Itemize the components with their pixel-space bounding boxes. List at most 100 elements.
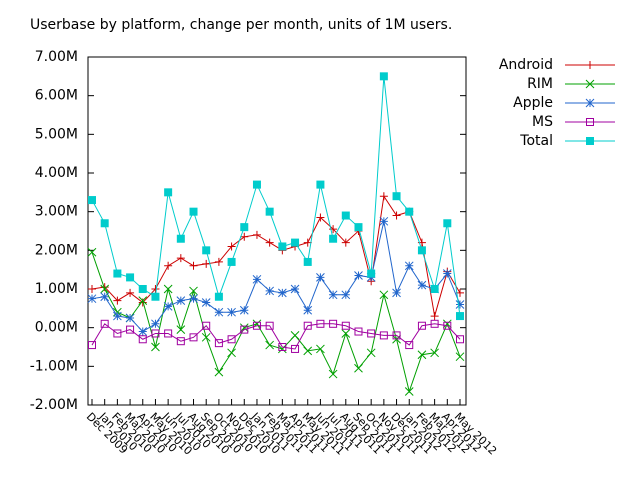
marker: [354, 363, 363, 373]
marker: [176, 296, 186, 305]
series-line: [91, 323, 461, 350]
marker: [252, 180, 261, 189]
marker: [366, 348, 376, 358]
marker: [100, 319, 109, 328]
marker: [379, 216, 389, 226]
marker: [265, 340, 275, 350]
marker: [214, 339, 223, 348]
marker: [189, 333, 198, 342]
marker: [252, 321, 261, 330]
marker: [430, 285, 439, 293]
marker: [430, 312, 439, 321]
marker: [585, 98, 595, 108]
marker: [164, 329, 173, 338]
series-line: [91, 194, 461, 317]
marker: [367, 329, 376, 338]
marker: [290, 284, 300, 294]
marker: [125, 313, 135, 323]
marker: [316, 213, 325, 222]
marker: [252, 274, 262, 284]
y-tick-label: 4.00M: [35, 165, 78, 181]
y-tick-label: -1.00M: [30, 358, 78, 374]
marker: [341, 211, 350, 220]
marker: [291, 344, 300, 353]
marker: [202, 321, 211, 330]
marker: [455, 352, 465, 362]
marker: [404, 387, 414, 396]
marker: [201, 332, 211, 342]
marker: [265, 321, 274, 330]
marker: [354, 271, 363, 280]
marker: [151, 285, 160, 293]
marker: [113, 296, 122, 305]
marker: [189, 261, 198, 270]
marker: [586, 137, 594, 145]
marker: [265, 238, 274, 247]
marker: [328, 290, 338, 300]
marker: [87, 294, 97, 304]
series-line: [91, 221, 461, 333]
marker: [265, 207, 274, 216]
marker: [113, 269, 122, 278]
marker: [456, 288, 464, 297]
marker: [227, 257, 236, 266]
marker: [240, 232, 249, 241]
marker: [138, 296, 148, 305]
marker: [367, 269, 376, 278]
marker: [113, 329, 122, 338]
marker: [202, 259, 211, 268]
marker: [100, 219, 109, 228]
legend-label: RIM: [527, 76, 553, 92]
plot-frame: [87, 56, 467, 406]
y-tick-label: 6.00M: [35, 88, 78, 104]
marker: [214, 257, 223, 266]
marker: [316, 180, 325, 189]
marker: [456, 335, 464, 344]
marker: [163, 302, 173, 311]
marker: [290, 331, 300, 340]
marker: [113, 311, 122, 321]
marker: [88, 196, 96, 205]
marker: [151, 292, 160, 301]
marker: [239, 305, 249, 315]
marker: [239, 323, 249, 333]
marker: [341, 290, 351, 300]
series-line: [91, 252, 461, 394]
marker: [404, 261, 414, 271]
marker: [379, 192, 388, 201]
marker: [379, 72, 388, 81]
marker: [100, 284, 110, 294]
marker: [291, 238, 300, 247]
marker: [214, 307, 224, 317]
marker: [442, 319, 452, 329]
marker: [392, 331, 401, 340]
marker: [443, 321, 452, 330]
marker: [189, 286, 198, 296]
marker: [164, 188, 173, 197]
marker: [456, 312, 464, 321]
marker: [151, 342, 160, 352]
y-tick-label: 7.00M: [35, 49, 78, 65]
marker: [164, 261, 173, 270]
marker: [87, 247, 97, 257]
legend-label: MS: [532, 114, 553, 130]
marker: [329, 234, 338, 243]
marker: [303, 321, 312, 330]
marker: [442, 269, 452, 278]
marker: [586, 61, 594, 69]
marker: [316, 319, 325, 328]
marker: [354, 223, 363, 232]
marker: [303, 346, 313, 356]
marker: [586, 118, 594, 126]
y-tick-label: 5.00M: [35, 126, 78, 142]
marker: [126, 273, 135, 282]
marker: [455, 300, 465, 309]
marker: [214, 367, 224, 377]
marker: [176, 234, 185, 243]
marker: [88, 341, 96, 350]
marker: [303, 257, 312, 266]
marker: [252, 230, 261, 239]
marker: [189, 207, 198, 216]
